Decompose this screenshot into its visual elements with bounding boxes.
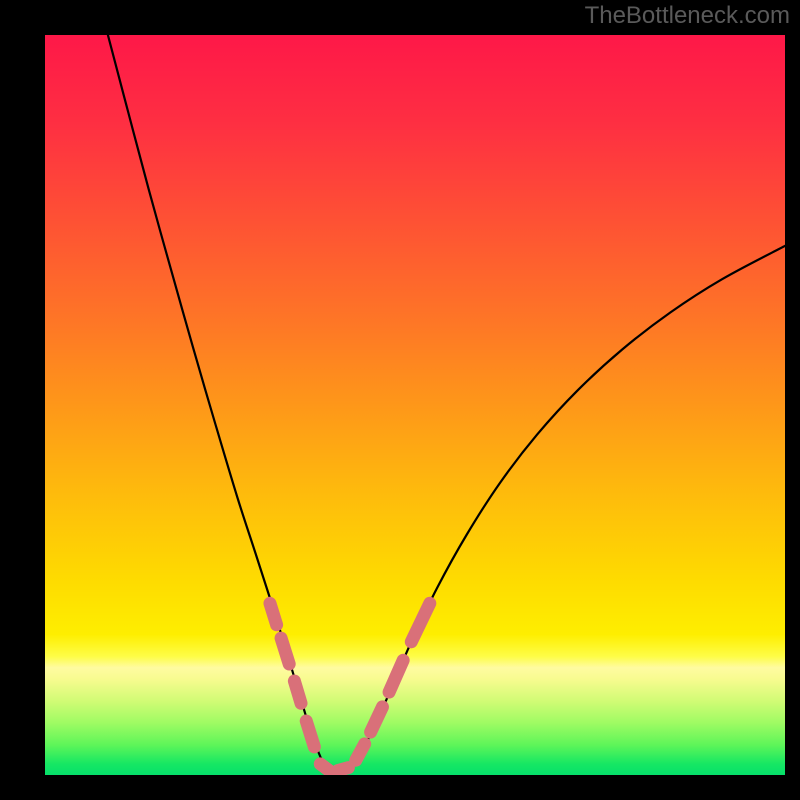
marker-segment bbox=[356, 744, 365, 760]
marker-segment bbox=[320, 764, 329, 771]
marker-segment bbox=[306, 721, 314, 747]
marker-segment bbox=[270, 603, 277, 624]
marker-segment bbox=[338, 768, 348, 771]
gradient-background bbox=[45, 35, 785, 775]
marker-segment bbox=[281, 638, 289, 664]
marker-segment bbox=[294, 681, 301, 703]
chart-svg bbox=[0, 0, 800, 800]
chart-frame: TheBottleneck.com bbox=[0, 0, 800, 800]
